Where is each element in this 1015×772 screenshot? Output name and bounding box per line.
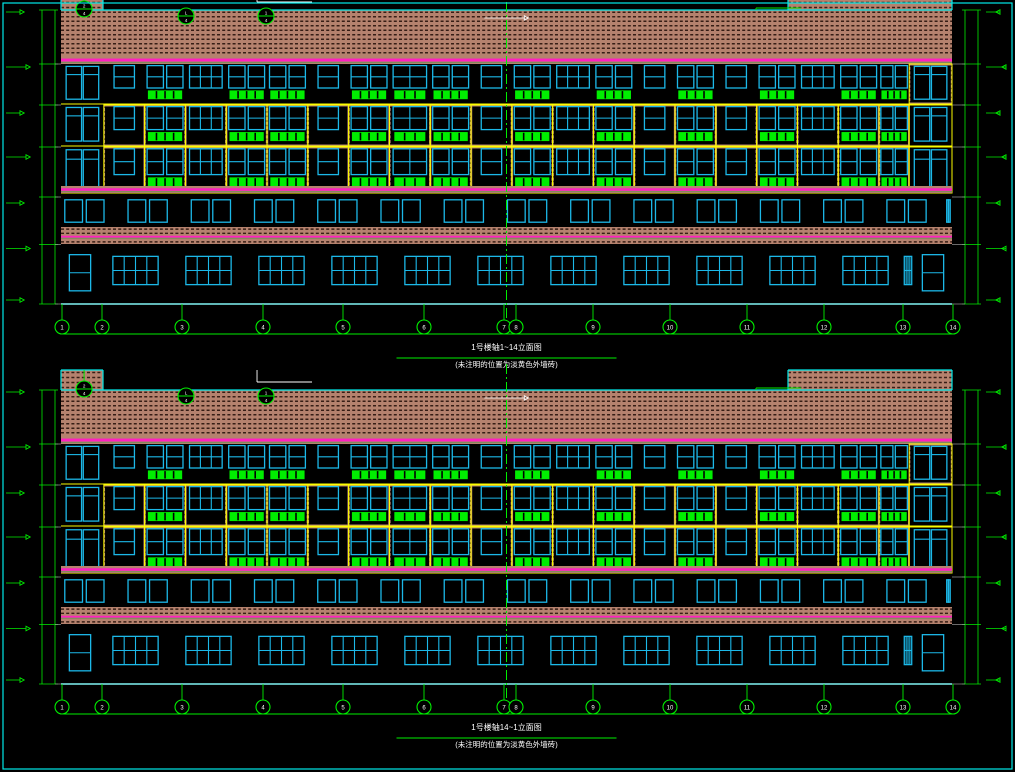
svg-text:4: 4 xyxy=(265,398,268,403)
svg-text:1号楼轴14~1立面图: 1号楼轴14~1立面图 xyxy=(471,722,541,732)
svg-text:11: 11 xyxy=(744,706,751,712)
svg-text:(未注明的位置为淡黄色外墙砖): (未注明的位置为淡黄色外墙砖) xyxy=(455,739,558,749)
svg-text:12: 12 xyxy=(821,326,828,332)
svg-text:11: 11 xyxy=(744,326,751,332)
svg-text:L: L xyxy=(185,391,188,396)
svg-text:1: 1 xyxy=(265,11,268,16)
svg-text:12: 12 xyxy=(821,706,828,712)
svg-text:10: 10 xyxy=(667,326,674,332)
svg-text:2: 2 xyxy=(83,4,86,9)
svg-text:1号楼轴1~14立面图: 1号楼轴1~14立面图 xyxy=(471,342,541,352)
svg-text:13: 13 xyxy=(900,326,907,332)
svg-text:L: L xyxy=(185,11,188,16)
svg-text:2: 2 xyxy=(83,384,86,389)
svg-text:14: 14 xyxy=(950,706,957,712)
svg-text:4: 4 xyxy=(185,398,188,403)
svg-text:4: 4 xyxy=(185,18,188,23)
svg-text:4: 4 xyxy=(83,391,86,396)
svg-text:10: 10 xyxy=(667,706,674,712)
svg-text:4: 4 xyxy=(83,11,86,16)
svg-text:1: 1 xyxy=(265,391,268,396)
svg-text:4: 4 xyxy=(265,18,268,23)
svg-text:14: 14 xyxy=(950,326,957,332)
svg-text:13: 13 xyxy=(900,706,907,712)
